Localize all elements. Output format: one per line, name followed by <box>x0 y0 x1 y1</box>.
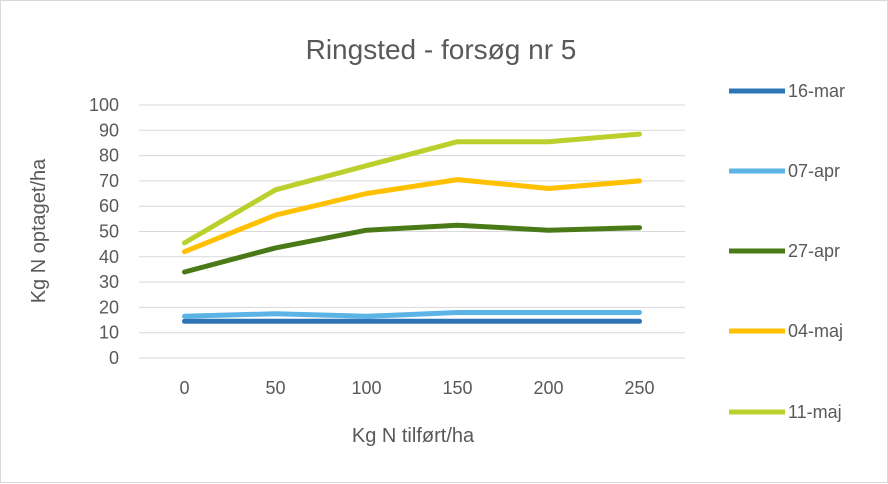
x-tick-label: 250 <box>624 378 654 398</box>
series-lines <box>182 131 642 324</box>
legend-item-16-mar: 16-mar <box>729 81 845 101</box>
y-tick-label: 60 <box>99 196 119 216</box>
y-tick-label: 30 <box>99 272 119 292</box>
series-line-07-apr <box>182 310 642 319</box>
x-tick-label: 50 <box>265 378 285 398</box>
legend-label: 04-maj <box>788 321 843 341</box>
legend-label: 16-mar <box>788 81 845 101</box>
y-tick-label: 50 <box>99 222 119 242</box>
legend-label: 07-apr <box>788 161 840 181</box>
y-tick-label: 100 <box>89 95 119 115</box>
legend-item-27-apr: 27-apr <box>729 241 840 261</box>
legend: 16-mar 07-apr 27-apr 04-maj 11-maj <box>729 81 845 422</box>
series-line-11-maj <box>182 131 642 246</box>
y-tick-label: 90 <box>99 120 119 140</box>
y-tick-label: 40 <box>99 247 119 267</box>
x-tick-label: 100 <box>351 378 381 398</box>
legend-label: 27-apr <box>788 241 840 261</box>
legend-label: 11-maj <box>788 402 842 422</box>
x-tick-label: 200 <box>533 378 563 398</box>
y-tick-label: 10 <box>99 323 119 343</box>
x-axis-title: Kg N tilført/ha <box>352 425 475 447</box>
chart-title: Ringsted - forsøg nr 5 <box>306 34 577 65</box>
x-tick-label: 150 <box>442 378 472 398</box>
y-axis-title: Kg N optaget/ha <box>28 158 50 303</box>
series-line-04-maj <box>182 177 642 255</box>
y-axis-ticks: 0 10 20 30 40 50 60 70 80 90 100 <box>89 95 119 368</box>
y-tick-label: 0 <box>109 348 119 368</box>
y-tick-label: 70 <box>99 171 119 191</box>
x-axis-ticks: 0 50 100 150 200 250 <box>179 378 654 398</box>
legend-item-11-maj: 11-maj <box>729 402 842 422</box>
legend-item-04-maj: 04-maj <box>729 321 843 341</box>
y-tick-label: 80 <box>99 146 119 166</box>
y-tick-label: 20 <box>99 297 119 317</box>
legend-item-07-apr: 07-apr <box>729 161 840 181</box>
x-tick-label: 0 <box>179 378 189 398</box>
series-line-27-apr <box>182 222 642 275</box>
